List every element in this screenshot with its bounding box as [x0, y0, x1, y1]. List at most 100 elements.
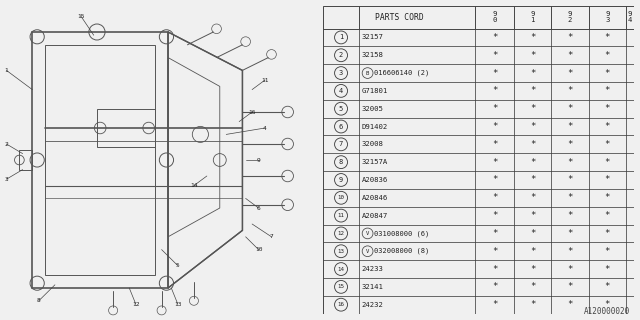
Text: *: *	[605, 193, 610, 202]
Text: *: *	[492, 265, 497, 274]
Text: *: *	[492, 86, 497, 95]
Text: *: *	[492, 104, 497, 113]
Text: G71801: G71801	[362, 88, 388, 94]
Text: 6: 6	[257, 205, 260, 211]
Text: *: *	[530, 86, 536, 95]
Text: A120000020: A120000020	[584, 307, 630, 316]
Text: *: *	[605, 211, 610, 220]
Text: *: *	[567, 175, 573, 184]
Text: 5: 5	[339, 106, 343, 112]
Text: *: *	[530, 193, 536, 202]
Text: 13: 13	[337, 249, 344, 254]
Text: *: *	[492, 229, 497, 238]
Text: 32157A: 32157A	[362, 159, 388, 165]
Text: A20846: A20846	[362, 195, 388, 201]
Text: *: *	[605, 122, 610, 131]
Text: 11: 11	[337, 213, 344, 218]
Text: *: *	[605, 247, 610, 256]
Text: *: *	[567, 158, 573, 167]
Text: *: *	[567, 211, 573, 220]
Text: 4: 4	[263, 125, 267, 131]
Text: 2: 2	[339, 52, 343, 58]
Text: *: *	[567, 300, 573, 309]
Text: 9
4: 9 4	[628, 12, 632, 23]
Text: *: *	[530, 68, 536, 77]
Text: 032008000 (8): 032008000 (8)	[374, 248, 429, 254]
Text: 16: 16	[337, 302, 344, 307]
Text: A20836: A20836	[362, 177, 388, 183]
Text: *: *	[492, 300, 497, 309]
Text: *: *	[530, 140, 536, 149]
Text: 13: 13	[174, 301, 182, 307]
Text: *: *	[567, 193, 573, 202]
Text: 9: 9	[257, 157, 260, 163]
Text: *: *	[492, 51, 497, 60]
Text: A20847: A20847	[362, 212, 388, 219]
Text: *: *	[567, 265, 573, 274]
Text: *: *	[492, 247, 497, 256]
Text: *: *	[567, 229, 573, 238]
Text: 10: 10	[255, 247, 262, 252]
Text: *: *	[605, 104, 610, 113]
Text: *: *	[530, 33, 536, 42]
Text: 15: 15	[337, 284, 344, 289]
Text: *: *	[530, 300, 536, 309]
Text: *: *	[530, 51, 536, 60]
Text: *: *	[605, 68, 610, 77]
Text: *: *	[567, 140, 573, 149]
Text: *: *	[492, 193, 497, 202]
Text: *: *	[492, 68, 497, 77]
Text: *: *	[567, 247, 573, 256]
Text: 11: 11	[261, 77, 269, 83]
Text: 7: 7	[339, 141, 343, 147]
Text: 7: 7	[269, 234, 273, 239]
Text: 12: 12	[132, 301, 140, 307]
Text: *: *	[530, 229, 536, 238]
Text: 5: 5	[176, 263, 180, 268]
Text: 32141: 32141	[362, 284, 383, 290]
Text: 32008: 32008	[362, 141, 383, 147]
Text: PARTS CORD: PARTS CORD	[375, 13, 424, 22]
Text: *: *	[492, 122, 497, 131]
Text: *: *	[605, 175, 610, 184]
Text: 32157: 32157	[362, 35, 383, 40]
Text: *: *	[492, 33, 497, 42]
Text: *: *	[567, 104, 573, 113]
Text: *: *	[605, 229, 610, 238]
Text: 6: 6	[339, 124, 343, 130]
Text: *: *	[567, 282, 573, 292]
Text: *: *	[530, 265, 536, 274]
Text: *: *	[605, 33, 610, 42]
Text: *: *	[567, 68, 573, 77]
Text: *: *	[530, 104, 536, 113]
Text: 16: 16	[248, 109, 256, 115]
Text: *: *	[492, 282, 497, 292]
Text: 15: 15	[77, 13, 84, 19]
Text: V: V	[366, 231, 369, 236]
Text: 8: 8	[339, 159, 343, 165]
Text: 9
2: 9 2	[568, 12, 572, 23]
Text: *: *	[567, 33, 573, 42]
Text: 14: 14	[337, 267, 344, 272]
Text: 14: 14	[190, 183, 198, 188]
Text: *: *	[605, 300, 610, 309]
Text: *: *	[530, 282, 536, 292]
Text: 3: 3	[4, 177, 8, 182]
Text: *: *	[492, 140, 497, 149]
Text: V: V	[366, 249, 369, 254]
Text: B: B	[366, 71, 369, 76]
Text: 4: 4	[339, 88, 343, 94]
Text: *: *	[530, 175, 536, 184]
Text: *: *	[605, 158, 610, 167]
Text: *: *	[605, 51, 610, 60]
Text: *: *	[530, 247, 536, 256]
Text: *: *	[492, 158, 497, 167]
Text: 1: 1	[4, 68, 8, 73]
Text: 9
0: 9 0	[493, 12, 497, 23]
Text: *: *	[605, 265, 610, 274]
Text: 3: 3	[339, 70, 343, 76]
Text: *: *	[530, 211, 536, 220]
Text: 2: 2	[4, 141, 8, 147]
Text: *: *	[492, 211, 497, 220]
Text: *: *	[567, 122, 573, 131]
